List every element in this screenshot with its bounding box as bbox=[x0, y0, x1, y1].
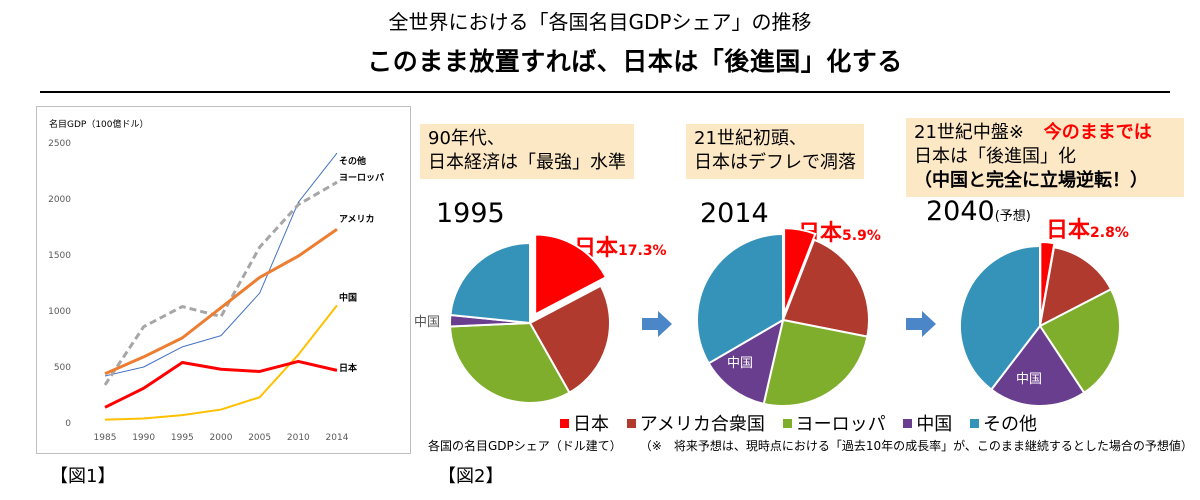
page-subtitle: このまま放置すれば、日本は「後進国」化する bbox=[367, 47, 903, 76]
pie-slice-china bbox=[989, 324, 1086, 407]
legend-america: アメリカ合衆国 bbox=[639, 414, 765, 435]
arrow-right-icon bbox=[906, 311, 936, 337]
japan-name-2040: 日本 bbox=[1046, 218, 1091, 243]
y-tick-label: 2000 bbox=[48, 195, 71, 205]
series-line bbox=[104, 228, 338, 376]
footnote-left: 各国の名目GDPシェア（ドル建て） bbox=[428, 439, 622, 453]
pie-slice-japan bbox=[534, 233, 608, 317]
info-box-2014-line1: 21世紀初頭、 bbox=[694, 128, 807, 149]
info-box-2040-line2: 日本は「後進国」化 bbox=[914, 146, 1076, 167]
series-label: 日本 bbox=[339, 362, 358, 374]
series-line bbox=[104, 152, 338, 377]
legend-china: 中国 bbox=[916, 414, 953, 435]
pie-slice-other bbox=[449, 241, 531, 325]
pie-slice-china bbox=[707, 317, 785, 406]
series-label: ヨーロッパ bbox=[339, 172, 384, 184]
header-divider bbox=[40, 91, 1170, 93]
series-line bbox=[104, 304, 338, 421]
pie-slice-america bbox=[1038, 246, 1113, 328]
x-tick-label: 2005 bbox=[248, 433, 271, 443]
info-box-1995-line2: 日本経済は「最強」水準 bbox=[428, 152, 626, 173]
x-tick-label: 1985 bbox=[94, 433, 117, 443]
x-tick-label: 2000 bbox=[210, 433, 233, 443]
arrow-right-icon bbox=[642, 311, 672, 337]
japan-share-1995: 17.3% bbox=[618, 243, 667, 259]
series-line bbox=[104, 359, 338, 409]
x-tick-label: 1990 bbox=[132, 433, 155, 443]
line-chart-frame: 名目GDP（100億ドル） 0 500 1000 1500 2000 2500 1985 199… bbox=[36, 106, 411, 454]
pie-slice-america bbox=[528, 284, 611, 394]
pie-slice-europe bbox=[449, 321, 571, 404]
footnote-right: （※ 将来予想は、現時点における「過去10年の成長率」が、このまま継続するとした… bbox=[645, 439, 1193, 453]
x-tick-label: 2010 bbox=[287, 433, 310, 443]
legend-swatch-japan bbox=[560, 419, 569, 428]
info-box-2014-line2: 日本はデフレで凋落 bbox=[694, 152, 856, 173]
fig2-label: 【図2】 bbox=[438, 466, 504, 487]
info-box-2040-line3: （中国と完全に立場逆転！） bbox=[914, 170, 1148, 191]
footnote: 各国の名目GDPシェア（ドル建て） （※ 将来予想は、現時点における「過去10年の… bbox=[428, 437, 1200, 454]
legend-swatch-europe bbox=[782, 419, 792, 428]
series-label: アメリカ bbox=[339, 214, 375, 225]
legend-swatch-china bbox=[903, 419, 913, 428]
year-1995: 1995 bbox=[436, 198, 505, 229]
y-axis-title: 名目GDP（100億ドル） bbox=[49, 118, 149, 130]
x-tick-label: 1995 bbox=[171, 433, 194, 443]
info-box-2040-warning: 今のままでは bbox=[1043, 122, 1152, 143]
legend-japan: 日本 bbox=[573, 414, 609, 435]
pie-slice-europe bbox=[1038, 287, 1121, 395]
info-box-1995-line1: 90年代、 bbox=[428, 128, 505, 149]
info-box-2040-line1: 21世紀中盤※ bbox=[914, 122, 1024, 143]
year-2040: 2040 bbox=[926, 196, 995, 227]
pie-slice-europe bbox=[762, 318, 869, 407]
legend-swatch-other bbox=[970, 419, 980, 428]
legend-europe: ヨーロッパ bbox=[795, 414, 886, 435]
info-box-2014: 21世紀初頭、 日本はデフレで凋落 bbox=[686, 124, 864, 179]
page-title: 全世界における「各国名目GDPシェア」の推移 bbox=[388, 10, 812, 34]
japan-share-2040: 2.8% bbox=[1090, 225, 1129, 241]
legend-other: その他 bbox=[983, 414, 1038, 435]
japan-share-2014: 5.9% bbox=[842, 228, 881, 244]
china-inside-label-2014: 中国 bbox=[727, 356, 754, 371]
info-box-1995: 90年代、 日本経済は「最強」水準 bbox=[420, 124, 634, 179]
line-chart: 名目GDP（100億ドル） 0 500 1000 1500 2000 2500 1985 199… bbox=[48, 118, 384, 443]
series-label: その他 bbox=[339, 155, 366, 167]
china-outside-label-1995: 中国 bbox=[414, 315, 441, 330]
china-inside-label-2040: 中国 bbox=[1016, 372, 1043, 387]
y-tick-label: 1000 bbox=[48, 307, 71, 317]
y-tick-label: 0 bbox=[65, 419, 71, 429]
x-tick-label: 2014 bbox=[326, 433, 349, 443]
y-tick-label: 500 bbox=[54, 363, 71, 373]
series-line bbox=[103, 180, 338, 386]
fig1-label: 【図1】 bbox=[50, 466, 116, 487]
pie-slice-america bbox=[781, 238, 870, 338]
pie-slice-other bbox=[959, 244, 1041, 391]
legend-swatch-america bbox=[626, 419, 636, 428]
pie-slice-other bbox=[696, 232, 784, 365]
info-box-2040: 21世紀中盤※ 今のままでは 日本は「後進国」化 （中国と完全に立場逆転！） bbox=[906, 118, 1184, 197]
series-label: 中国 bbox=[339, 292, 357, 304]
y-tick-label: 1500 bbox=[48, 251, 71, 261]
japan-label-2040: 日本2.8% bbox=[1046, 212, 1129, 244]
year-2040-suffix: (予想) bbox=[994, 209, 1031, 224]
y-tick-label: 2500 bbox=[48, 139, 71, 149]
year-2014: 2014 bbox=[700, 198, 769, 229]
pie-slice-japan bbox=[783, 227, 817, 315]
pie-legend: 日本 アメリカ合衆国 ヨーロッパ 中国 その他 bbox=[548, 410, 1037, 436]
